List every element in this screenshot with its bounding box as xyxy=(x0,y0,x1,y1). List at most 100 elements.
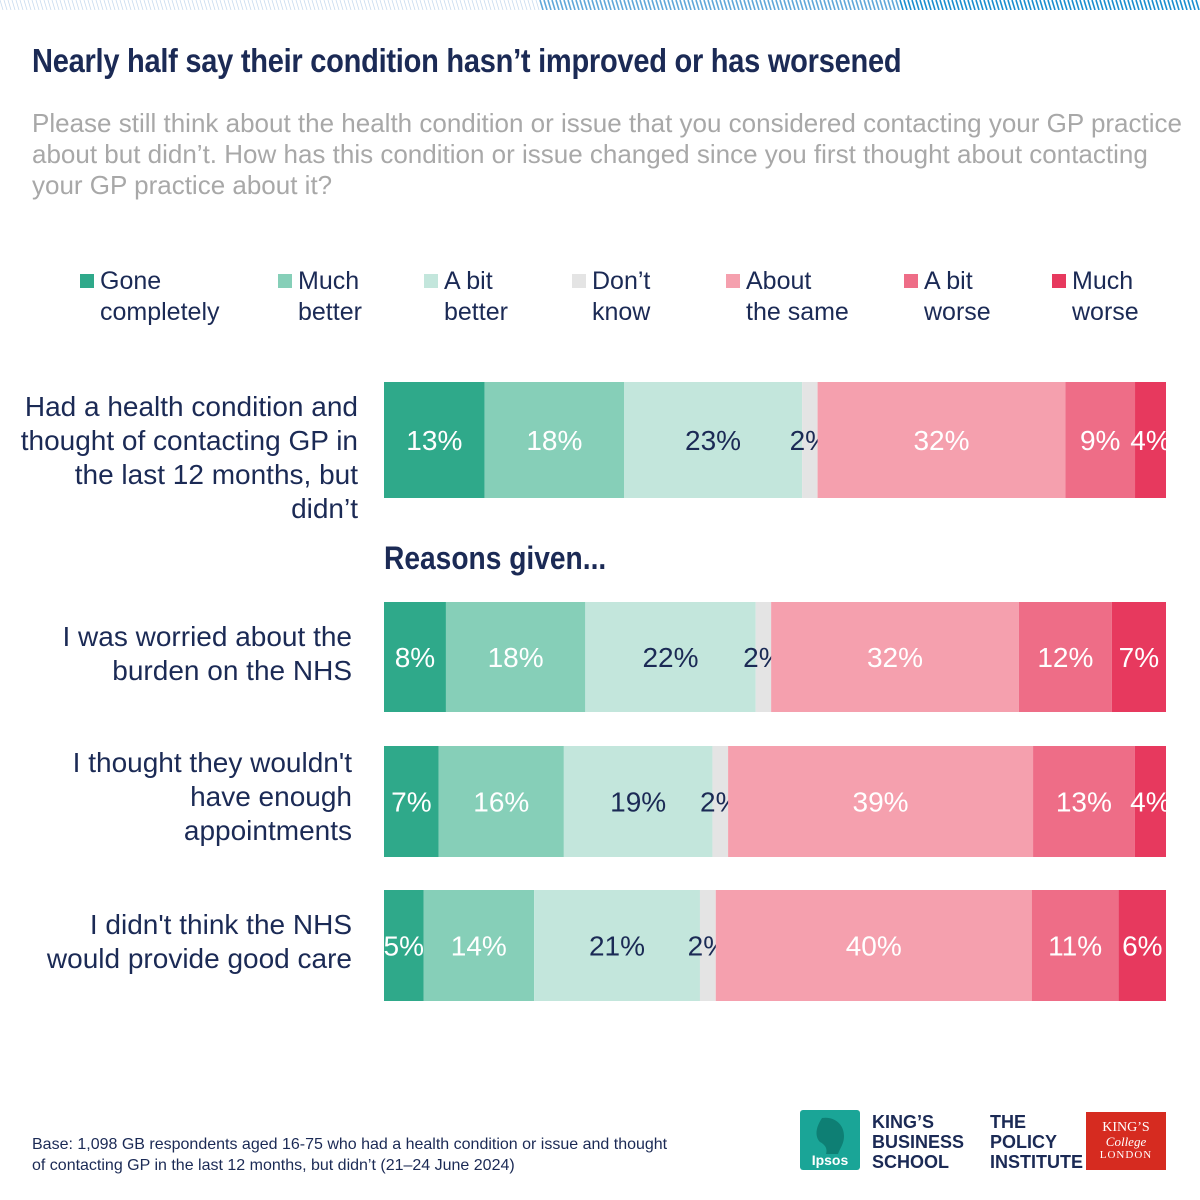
top-stripe-line xyxy=(919,0,924,10)
top-stripe-line xyxy=(611,0,616,10)
top-stripe-line xyxy=(871,0,876,10)
top-stripe-line xyxy=(735,0,740,10)
top-stripe-line xyxy=(447,0,452,10)
legend-label: Much better xyxy=(298,267,362,326)
bar-segment xyxy=(624,382,803,498)
top-stripe-line xyxy=(879,0,884,10)
top-stripe-line xyxy=(167,0,172,10)
bar-segment xyxy=(712,746,729,857)
top-stripe-line xyxy=(379,0,384,10)
top-stripe-line xyxy=(603,0,608,10)
top-stripe-line xyxy=(619,0,624,10)
top-stripe-line xyxy=(771,0,776,10)
top-stripe-line xyxy=(711,0,716,10)
top-stripe-line xyxy=(63,0,68,10)
top-stripe-line xyxy=(963,0,968,10)
top-stripe-line xyxy=(587,0,592,10)
legend-swatch xyxy=(904,274,918,288)
top-stripe-line xyxy=(467,0,472,10)
bar-segment xyxy=(699,890,716,1001)
top-stripe-line xyxy=(995,0,1000,10)
top-stripe-line xyxy=(691,0,696,10)
bar-segment xyxy=(1018,602,1112,712)
footnote-base: Base: 1,098 GB respondents aged 16-75 wh… xyxy=(32,1136,668,1174)
top-stripe-line xyxy=(827,0,832,10)
top-stripe-line xyxy=(675,0,680,10)
top-stripe-line xyxy=(71,0,76,10)
top-stripe-line xyxy=(31,0,36,10)
top-stripe-line xyxy=(655,0,660,10)
bar-data-label: 13% xyxy=(1056,787,1112,818)
top-stripe-line xyxy=(1055,0,1060,10)
top-stripe-line xyxy=(559,0,564,10)
bar-data-label: 18% xyxy=(488,642,544,673)
top-stripe-line xyxy=(731,0,736,10)
top-stripe-line xyxy=(255,0,260,10)
top-stripe-line xyxy=(543,0,548,10)
legend-label: Gone completely xyxy=(100,267,220,326)
top-stripe-line xyxy=(199,0,204,10)
top-stripe-line xyxy=(1015,0,1020,10)
top-stripe-line xyxy=(1127,0,1132,10)
bar-data-label: 11% xyxy=(1048,931,1102,962)
top-stripe-line xyxy=(519,0,524,10)
row-label-appointments: I thought they wouldn't have enough appo… xyxy=(72,747,352,846)
bar-segment xyxy=(484,382,625,498)
kings-college-london-logo: KING’S College LONDON xyxy=(1086,1112,1166,1170)
top-stripe-line xyxy=(503,0,508,10)
top-stripe-line xyxy=(1047,0,1052,10)
top-stripe-line xyxy=(79,0,84,10)
top-stripe-line xyxy=(223,0,228,10)
top-stripe-line xyxy=(487,0,492,10)
top-stripe-line xyxy=(1071,0,1076,10)
top-stripe-line xyxy=(1027,0,1032,10)
policy-institute-logo: THE POLICY INSTITUTE xyxy=(990,1112,1083,1172)
top-stripe-line xyxy=(323,0,328,10)
top-stripe-line xyxy=(1103,0,1108,10)
top-stripe-line xyxy=(591,0,596,10)
legend-swatch xyxy=(572,274,586,288)
top-stripe-line xyxy=(1159,0,1164,10)
top-stripe-line xyxy=(283,0,288,10)
top-stripe-line xyxy=(1099,0,1104,10)
top-stripe-line xyxy=(287,0,292,10)
row-label-burden: I was worried about the burden on the NH… xyxy=(62,621,353,686)
top-stripe-line xyxy=(831,0,836,10)
top-stripe-line xyxy=(627,0,632,10)
top-stripe-line xyxy=(895,0,900,10)
top-stripe-line xyxy=(1067,0,1072,10)
top-stripe-line xyxy=(459,0,464,10)
bar-segment xyxy=(534,890,700,1001)
bar-segment xyxy=(423,890,535,1001)
top-stripe-line xyxy=(1079,0,1084,10)
top-stripe-line xyxy=(311,0,316,10)
top-stripe-line xyxy=(479,0,484,10)
top-stripe-line xyxy=(887,0,892,10)
top-stripe-line xyxy=(875,0,880,10)
top-stripe-line xyxy=(1023,0,1028,10)
top-stripe-line xyxy=(499,0,504,10)
top-stripe-line xyxy=(1031,0,1036,10)
top-stripe-line xyxy=(139,0,144,10)
top-stripe-line xyxy=(643,0,648,10)
top-stripe-line xyxy=(927,0,932,10)
top-stripe-line xyxy=(695,0,700,10)
top-stripe-line xyxy=(1171,0,1176,10)
top-stripe-line xyxy=(1039,0,1044,10)
top-stripe-line xyxy=(455,0,460,10)
top-stripe-line xyxy=(163,0,168,10)
bar-data-label: 23% xyxy=(685,425,741,456)
top-stripe-line xyxy=(1003,0,1008,10)
top-stripe-line xyxy=(115,0,120,10)
top-stripe-line xyxy=(3,0,8,10)
bar-segment xyxy=(802,382,818,498)
legend-label: A bit better xyxy=(444,267,508,326)
bar-segment xyxy=(1111,602,1166,712)
top-stripe-line xyxy=(123,0,128,10)
top-stripe-line xyxy=(943,0,948,10)
top-stripe-line xyxy=(1183,0,1188,10)
top-stripe-line xyxy=(1195,0,1200,10)
top-stripe-line xyxy=(1035,0,1040,10)
top-stripe-line xyxy=(495,0,500,10)
top-stripe-line xyxy=(355,0,360,10)
